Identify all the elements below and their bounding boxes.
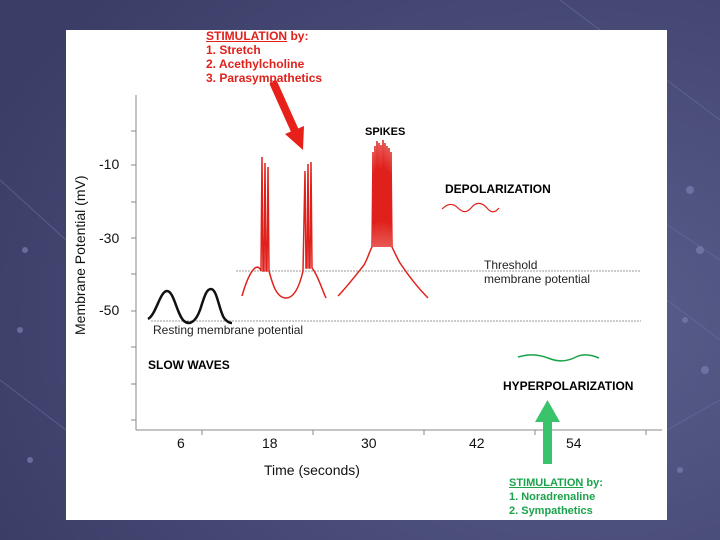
stimulation-excitatory-item: 1. Stretch: [206, 43, 261, 57]
x-tick-label: 30: [361, 435, 377, 451]
plot-axes: [131, 95, 662, 435]
red-arrow: [269, 80, 304, 150]
spike-train-2: [337, 139, 429, 299]
spike-train-1: [241, 156, 327, 299]
stimulation-inhibitory-item: 1. Noradrenaline: [509, 491, 596, 503]
depolarization-label: DEPOLARIZATION: [445, 182, 551, 196]
threshold-label-line-1: Threshold: [484, 258, 538, 272]
y-tick-label: -10: [99, 156, 120, 172]
stimulation-inhibitory-item: 2. Sympathetics: [509, 505, 593, 517]
resting-label: Resting membrane potential: [153, 323, 304, 337]
hyperpolarization-label: HYPERPOLARIZATION: [503, 379, 634, 393]
stimulation-excitatory-item: 2. Acethylcholine: [206, 57, 305, 71]
y-tick-label: -30: [99, 230, 120, 246]
y-tick-label: -50: [99, 302, 120, 318]
stimulation-inhibitory-heading: STIMULATION by:: [509, 477, 603, 489]
x-tick-label: 54: [566, 435, 582, 451]
hyperpolarization-trace: [517, 354, 600, 362]
slow-waves-label: SLOW WAVES: [148, 358, 230, 372]
figure-panel: STIMULATION by: 1. Stretch 2. Acethylcho…: [66, 30, 667, 520]
x-tick-label: 18: [262, 435, 278, 451]
x-tick-label: 6: [177, 435, 185, 451]
stimulation-excitatory-heading: STIMULATION by:: [206, 29, 309, 43]
depolarization-trace: [441, 202, 500, 213]
membrane-potential-chart: [131, 80, 662, 464]
slow-wave-trace: [147, 287, 233, 325]
green-arrow: [535, 400, 560, 464]
threshold-label-line-2: membrane potential: [484, 272, 591, 286]
x-axis-title: Time (seconds): [264, 462, 360, 478]
y-axis-title: Membrane Potential (mV): [72, 175, 88, 335]
x-tick-label: 42: [469, 435, 485, 451]
stimulation-excitatory-item: 3. Parasympathetics: [206, 71, 323, 85]
spikes-label: SPIKES: [365, 126, 406, 138]
